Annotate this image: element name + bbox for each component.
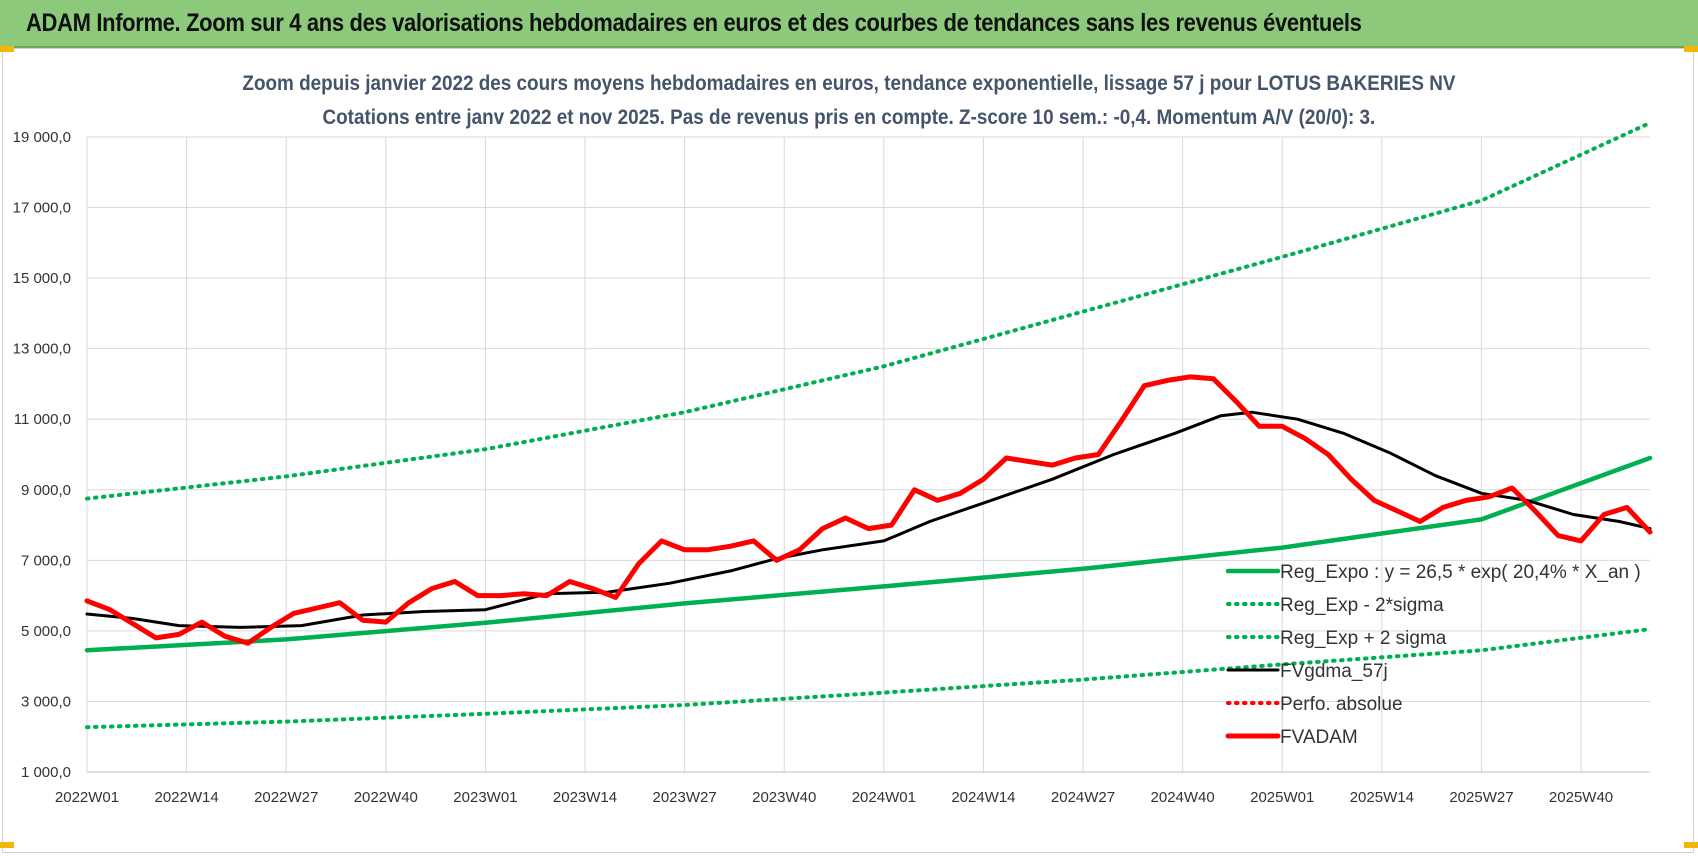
- chart-subtitle: Cotations entre janv 2022 et nov 2025. P…: [322, 106, 1376, 129]
- y-tick-label: 5 000,0: [21, 623, 71, 640]
- series-line-5: [84, 374, 1653, 646]
- legend-label: Reg_Exp - 2*sigma: [1280, 595, 1444, 616]
- x-tick-label: 2023W01: [453, 789, 517, 806]
- frame-corner-marker: [1684, 842, 1698, 848]
- series-line-0: [84, 455, 1653, 653]
- y-tick-label: 11 000,0: [14, 411, 71, 428]
- legend-label: FVgdma_57j: [1280, 661, 1388, 682]
- y-axis-ticks: 1 000,0 3 000,0 5 000,0 7 000,0 9 000,0 11 00…: [13, 129, 71, 781]
- legend-label: Reg_Expo : y = 26,5 * exp( 20,4% * X_an …: [1280, 562, 1641, 583]
- chart-frame: [2, 48, 1694, 853]
- y-tick-label: 9 000,0: [21, 482, 71, 499]
- y-tick-label: 1 000,0: [21, 764, 71, 781]
- x-tick-label: 2025W27: [1449, 789, 1513, 806]
- y-tick-label: 7 000,0: [21, 552, 71, 569]
- frame-corner-marker: [1684, 46, 1698, 52]
- report-banner: ADAM Informe. Zoom sur 4 ans des valoris…: [0, 0, 1698, 48]
- x-tick-label: 2024W27: [1051, 789, 1115, 806]
- x-tick-label: 2022W14: [154, 789, 218, 806]
- frame-corner-marker: [0, 842, 14, 848]
- x-tick-label: 2022W27: [254, 789, 318, 806]
- x-tick-label: 2024W40: [1151, 789, 1215, 806]
- legend-label: Perfo. absolue: [1280, 694, 1403, 715]
- series-line-1: [85, 627, 1652, 730]
- x-tick-label: 2024W01: [852, 789, 916, 806]
- chart-legend: Reg_Expo : y = 26,5 * exp( 20,4% * X_an …: [1225, 562, 1641, 748]
- series-line-3: [85, 410, 1652, 629]
- y-tick-label: 15 000,0: [13, 270, 71, 287]
- y-tick-label: 17 000,0: [13, 200, 71, 217]
- y-tick-label: 13 000,0: [13, 341, 71, 358]
- x-tick-label: 2023W27: [653, 789, 717, 806]
- report-title: ADAM Informe. Zoom sur 4 ans des valoris…: [26, 9, 1362, 37]
- frame-corner-marker: [0, 46, 14, 52]
- legend-label: Reg_Exp + 2 sigma: [1280, 628, 1447, 649]
- x-tick-label: 2022W40: [354, 789, 418, 806]
- x-tick-label: 2023W14: [553, 789, 617, 806]
- chart-series: [84, 120, 1653, 730]
- chart-title: Zoom depuis janvier 2022 des cours moyen…: [242, 72, 1456, 95]
- x-tick-label: 2024W14: [951, 789, 1015, 806]
- x-tick-label: 2025W01: [1250, 789, 1314, 806]
- y-tick-label: 3 000,0: [21, 693, 71, 710]
- x-tick-label: 2025W40: [1549, 789, 1613, 806]
- x-tick-label: 2022W01: [55, 789, 119, 806]
- x-axis-ticks: 2022W01 2022W14 2022W27 2022W40 2023W01 2023W…: [55, 789, 1613, 806]
- legend-label: FVADAM: [1280, 727, 1358, 748]
- x-tick-label: 2023W40: [752, 789, 816, 806]
- y-tick-label: 19 000,0: [13, 129, 71, 146]
- x-tick-label: 2025W14: [1350, 789, 1414, 806]
- grid-lines: [86, 136, 1650, 773]
- series-line-2: [85, 120, 1652, 501]
